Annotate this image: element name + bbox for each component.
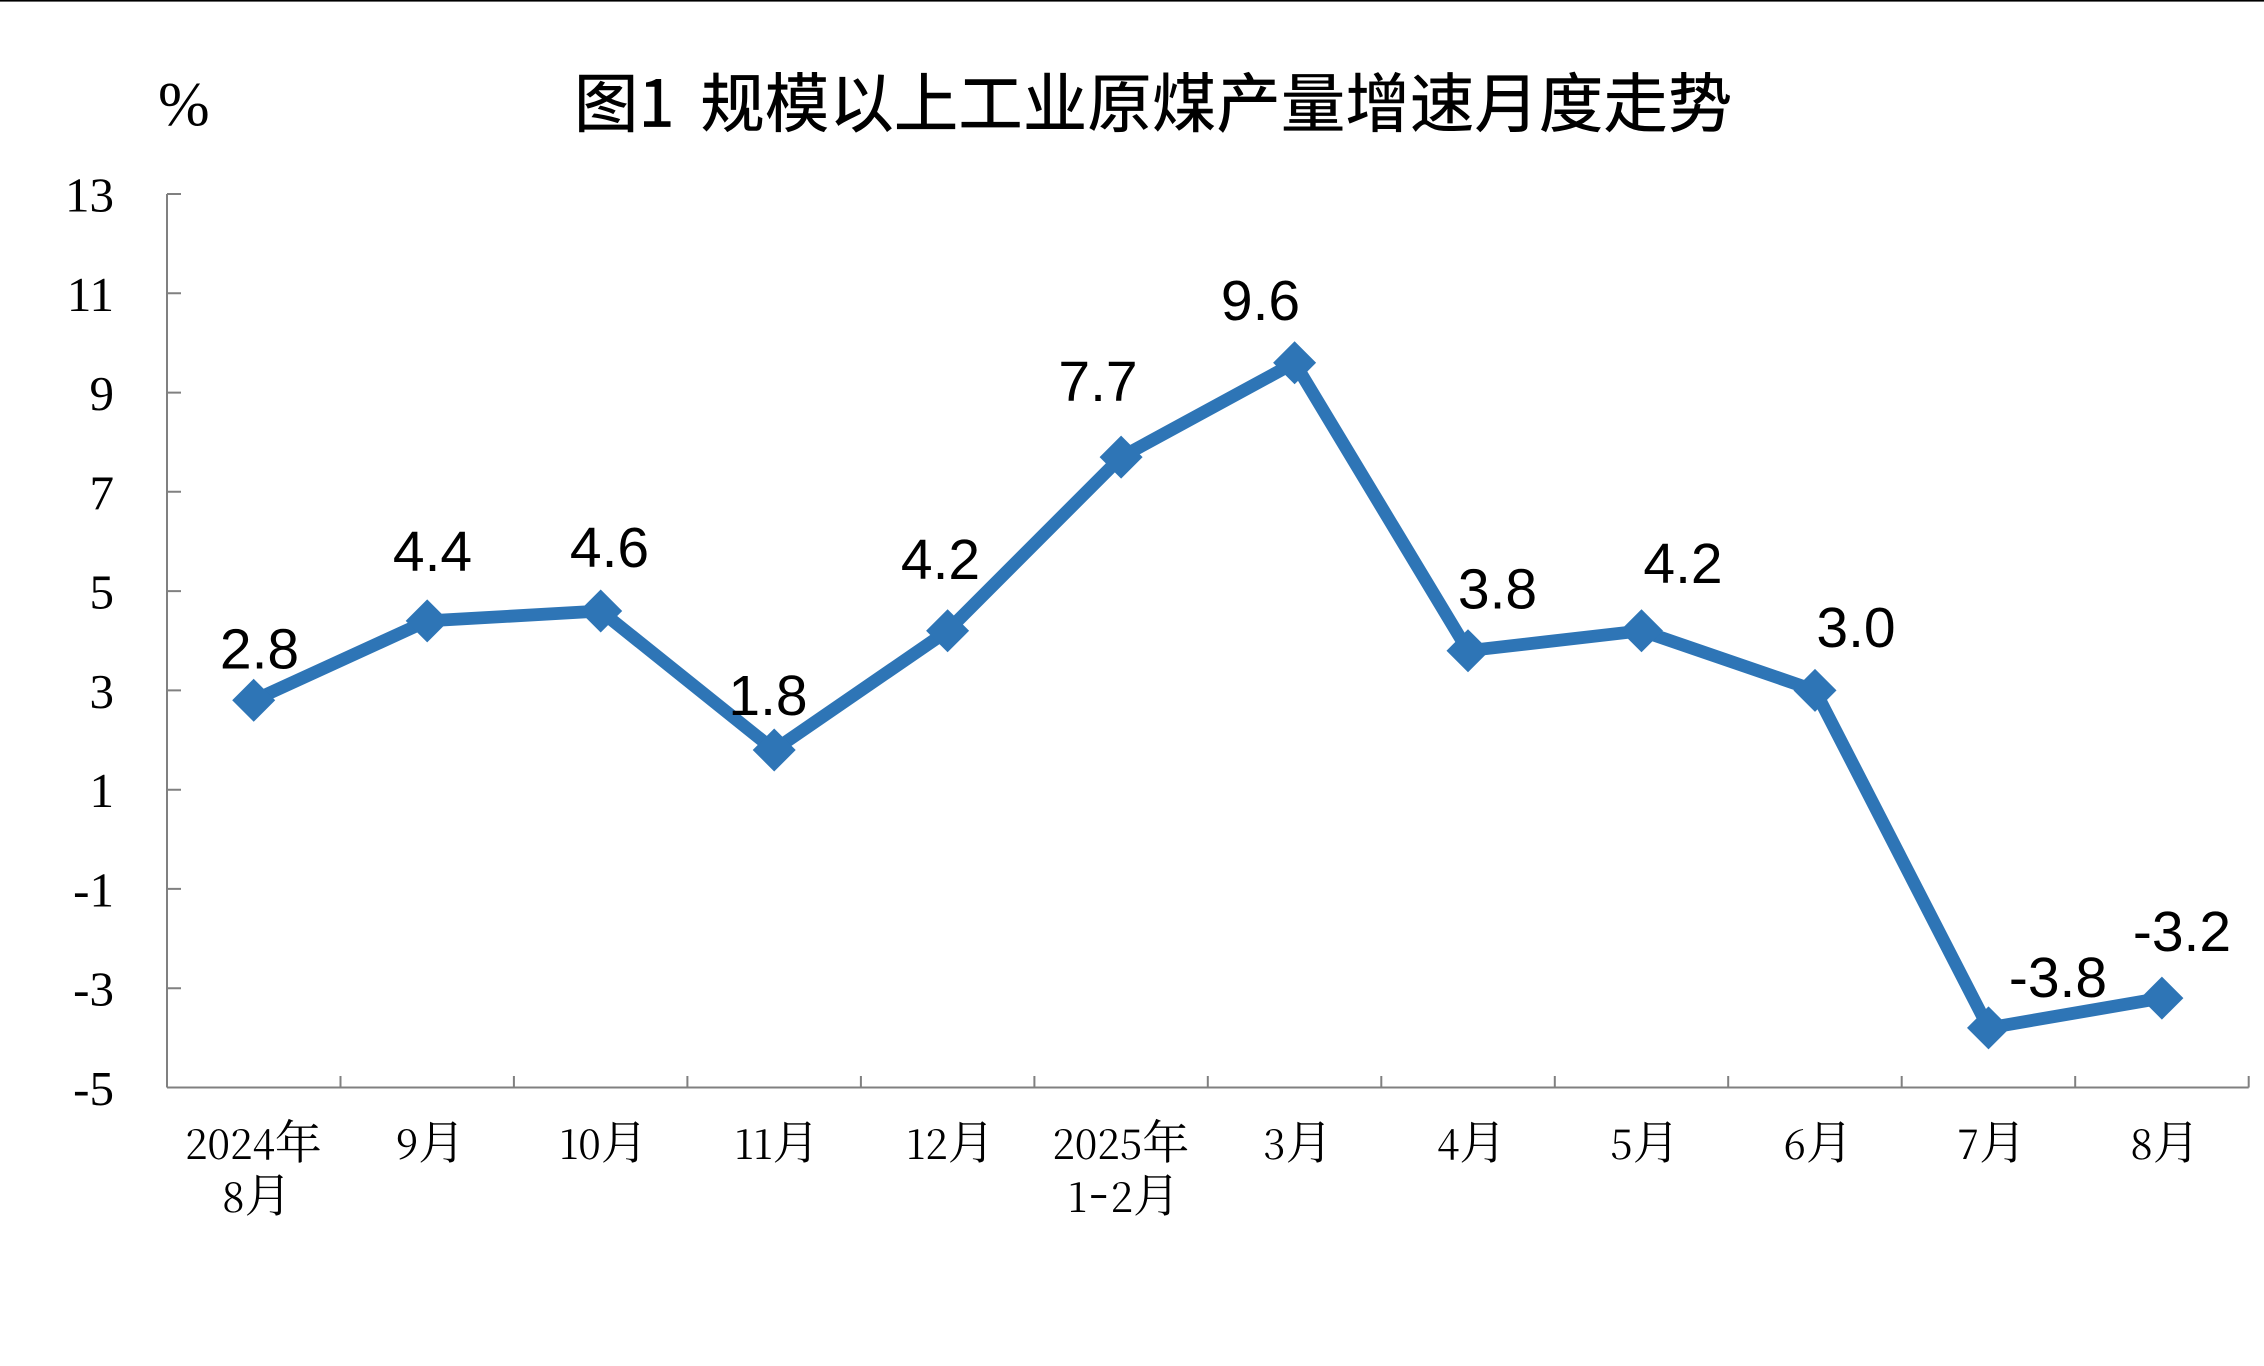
svg-text:3.8: 3.8	[1458, 557, 1537, 621]
svg-text:4.6: 4.6	[570, 516, 649, 580]
svg-text:7: 7	[90, 465, 115, 520]
svg-text:-3.8: -3.8	[2009, 946, 2107, 1010]
svg-text:3: 3	[90, 664, 115, 719]
svg-text:7.7: 7.7	[1058, 350, 1137, 414]
svg-text:-3.2: -3.2	[2133, 900, 2231, 964]
svg-text:9: 9	[90, 366, 115, 421]
svg-text:4.2: 4.2	[1643, 532, 1722, 596]
svg-text:9.6: 9.6	[1221, 269, 1300, 333]
svg-text:-1: -1	[73, 862, 114, 917]
svg-text:11: 11	[67, 267, 114, 322]
svg-text:%: %	[158, 71, 210, 139]
svg-text:1: 1	[90, 763, 115, 818]
svg-text:3.0: 3.0	[1816, 596, 1895, 660]
svg-text:13: 13	[65, 168, 114, 223]
svg-text:-3: -3	[73, 962, 114, 1017]
svg-text:4.2: 4.2	[901, 528, 980, 592]
svg-text:-5: -5	[73, 1061, 114, 1116]
svg-text:4.4: 4.4	[393, 520, 472, 584]
svg-text:2.8: 2.8	[220, 617, 299, 681]
svg-text:1.8: 1.8	[728, 664, 807, 728]
svg-text:5: 5	[90, 565, 115, 620]
